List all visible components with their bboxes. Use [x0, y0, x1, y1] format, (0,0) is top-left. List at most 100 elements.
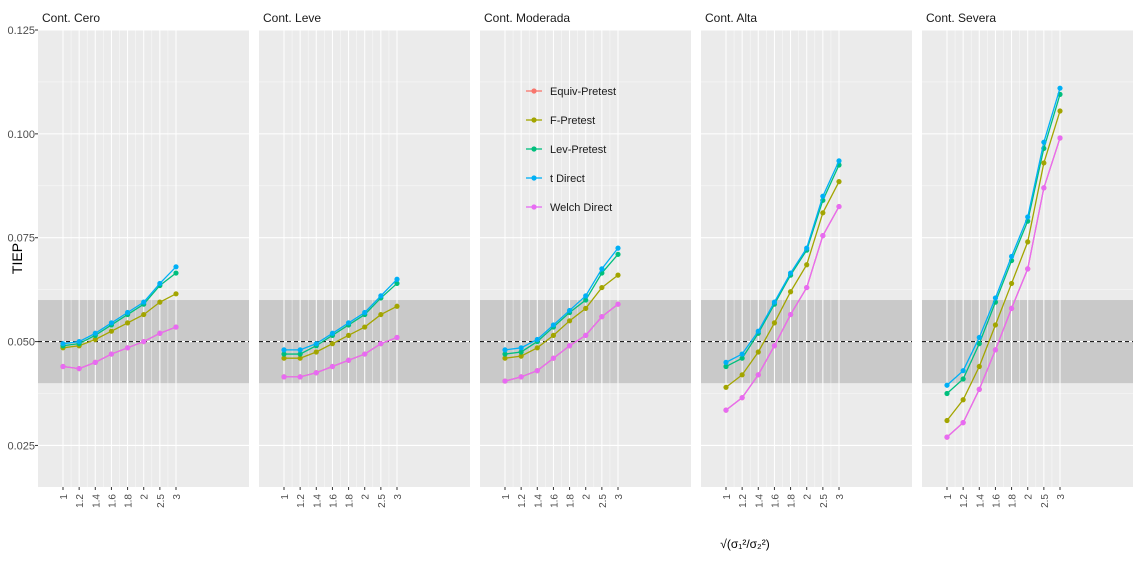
- data-point: [836, 158, 842, 164]
- data-point: [124, 309, 131, 316]
- data-point: [108, 351, 115, 357]
- data-point: [976, 386, 982, 392]
- data-point: [329, 363, 336, 370]
- data-point: [124, 345, 131, 351]
- data-point: [787, 311, 794, 318]
- data-point: [944, 390, 950, 397]
- data-point: [1057, 135, 1063, 141]
- data-point: [566, 343, 573, 349]
- data-point: [92, 330, 98, 336]
- data-point: [976, 341, 982, 347]
- y-tick-label: 0.025: [7, 440, 35, 452]
- x-tick-label: 1: [280, 494, 291, 500]
- x-tick-label: 1.6: [107, 494, 118, 508]
- series-line: [284, 305, 398, 359]
- data-point: [566, 318, 573, 324]
- data-point: [599, 266, 605, 272]
- data-point: [755, 372, 761, 378]
- data-point: [820, 210, 826, 216]
- data-point: [394, 280, 400, 287]
- data-point: [723, 359, 729, 365]
- data-point: [739, 355, 745, 361]
- x-tick-label: 1: [722, 494, 733, 500]
- data-point: [960, 420, 966, 426]
- data-point: [771, 343, 778, 349]
- data-point: [615, 272, 621, 278]
- data-point: [804, 262, 810, 268]
- data-point: [345, 320, 352, 326]
- y-tick-label: 0.075: [7, 233, 35, 245]
- x-tick-label: 1.4: [754, 494, 765, 508]
- series-line: [504, 274, 619, 359]
- data-point: [944, 434, 950, 440]
- legend-label: Equiv-Pretest: [550, 86, 616, 98]
- x-tick-label: 1.4: [533, 494, 544, 508]
- x-tick-label: 1.6: [328, 494, 339, 508]
- data-point: [394, 303, 400, 309]
- series-line: [504, 303, 619, 382]
- data-point: [518, 374, 524, 380]
- x-tick-label: 1.6: [770, 494, 781, 508]
- data-point: [976, 334, 982, 341]
- data-point: [583, 293, 589, 299]
- x-tick-label: 2: [582, 494, 593, 500]
- data-point: [157, 280, 163, 287]
- x-tick-label: 1.8: [124, 494, 135, 508]
- data-point: [836, 203, 842, 210]
- series-line: [504, 253, 619, 355]
- data-point: [615, 251, 621, 257]
- data-point: [992, 347, 999, 353]
- x-tick-label: 1: [59, 494, 70, 500]
- x-tick-label: 2: [361, 494, 372, 500]
- data-point: [804, 245, 810, 251]
- data-point: [362, 351, 368, 357]
- data-point: [944, 382, 950, 388]
- data-point: [534, 336, 540, 343]
- data-point: [787, 289, 794, 295]
- data-point: [566, 307, 573, 314]
- data-point: [108, 328, 115, 334]
- series-line: [725, 206, 840, 411]
- series-line: [946, 87, 1061, 386]
- facet-title: Cont. Cero: [42, 11, 100, 25]
- legend-key-point: [531, 175, 537, 181]
- data-point: [755, 349, 761, 355]
- data-point: [755, 328, 761, 334]
- data-point: [615, 245, 621, 251]
- legend-key-point: [531, 146, 537, 152]
- data-point: [502, 347, 508, 353]
- data-point: [723, 407, 729, 413]
- data-point: [992, 295, 999, 301]
- legend-label: Lev-Pretest: [550, 144, 606, 156]
- y-axis-label: TIEP: [9, 243, 25, 274]
- data-point: [771, 299, 778, 305]
- y-tick-label: 0.125: [7, 25, 35, 37]
- x-tick-label: 2.5: [1040, 494, 1051, 508]
- data-point: [124, 320, 131, 326]
- x-tick-label: 1: [943, 494, 954, 500]
- data-point: [297, 351, 303, 357]
- y-tick-label: 0.100: [7, 129, 35, 141]
- data-point: [550, 355, 557, 361]
- legend-key-point: [531, 204, 537, 210]
- series-line: [946, 137, 1061, 438]
- data-point: [1008, 280, 1015, 287]
- facet-title: Cont. Alta: [705, 11, 757, 25]
- data-point: [1041, 139, 1047, 145]
- y-tick-label: 0.050: [7, 337, 35, 349]
- data-point: [394, 334, 400, 341]
- x-tick-label: 3: [614, 494, 625, 500]
- data-point: [329, 341, 336, 347]
- x-tick-label: 1.2: [296, 494, 307, 508]
- x-tick-label: 1.8: [787, 494, 798, 508]
- series-line: [62, 293, 177, 349]
- x-tick-label: 2: [140, 494, 151, 500]
- x-tick-label: 1.8: [1008, 494, 1019, 508]
- data-point: [518, 353, 524, 359]
- x-tick-label: 2: [1024, 494, 1035, 500]
- series-line: [725, 164, 840, 368]
- data-point: [378, 341, 384, 347]
- data-point: [313, 349, 319, 355]
- x-tick-label: 2.5: [598, 494, 609, 508]
